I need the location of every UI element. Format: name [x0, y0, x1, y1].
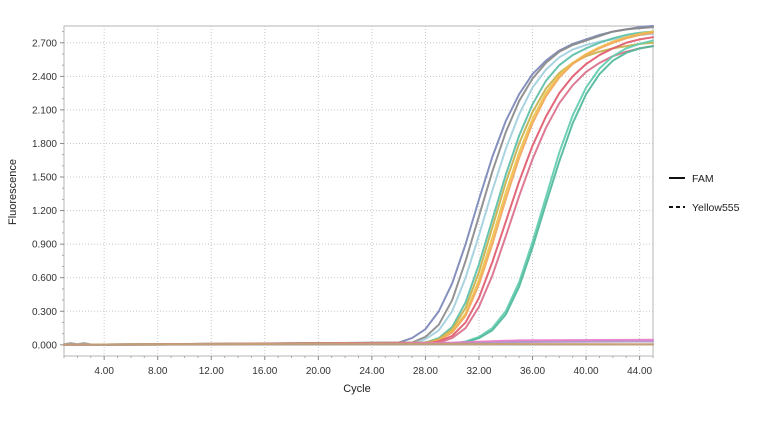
x-tick-label: 12.00 — [199, 366, 224, 377]
series-group — [63, 25, 654, 346]
plot-frame — [63, 25, 654, 357]
x-tick-label: 32.00 — [466, 366, 491, 377]
y-tick-label: 2.100 — [32, 105, 57, 116]
y-axis-label: Fluorescence — [7, 159, 19, 225]
legend: FAM Yellow555 — [669, 173, 740, 214]
y-tick-label: 1.500 — [32, 173, 57, 184]
x-tick-label: 8.00 — [148, 366, 168, 377]
y-tick-label: 0.300 — [32, 307, 57, 318]
y-tick-label: 0.600 — [32, 273, 57, 284]
y-tick-label: 1.800 — [32, 139, 57, 150]
x-tick-label: 40.00 — [574, 366, 599, 377]
series-line-10 — [63, 39, 654, 346]
grid — [64, 26, 653, 356]
x-tick-label: 24.00 — [359, 366, 384, 377]
y-tick-label: 0.000 — [32, 340, 57, 351]
plot-area — [63, 25, 654, 357]
axis-labels: Cycle Fluorescence — [7, 159, 371, 395]
axis-ticks: 4.00 8.00 12.00 16.00 20.00 24.00 28.00 32.00 36… — [32, 31, 654, 377]
legend-fam-label: FAM — [692, 173, 714, 185]
series-line-11 — [63, 45, 654, 346]
x-tick-label: 20.00 — [306, 366, 331, 377]
x-tick-label: 28.00 — [413, 366, 438, 377]
y-tick-label: 0.900 — [32, 240, 57, 251]
series-line-15 — [63, 342, 654, 346]
series-line-2 — [63, 26, 654, 346]
x-tick-label: 44.00 — [627, 366, 652, 377]
x-tick-label: 16.00 — [252, 366, 277, 377]
y-tick-label: 2.400 — [32, 72, 57, 83]
series-line-4 — [63, 30, 654, 346]
y-tick-label: 1.200 — [32, 206, 57, 217]
x-tick-label: 4.00 — [94, 366, 114, 377]
legend-yellow555-label: Yellow555 — [692, 202, 740, 214]
series-line-7 — [63, 31, 654, 346]
x-tick-label: 36.00 — [520, 366, 545, 377]
y-tick-label: 2.700 — [32, 38, 57, 49]
x-axis-label: Cycle — [343, 383, 371, 395]
series-line-8 — [63, 36, 654, 346]
